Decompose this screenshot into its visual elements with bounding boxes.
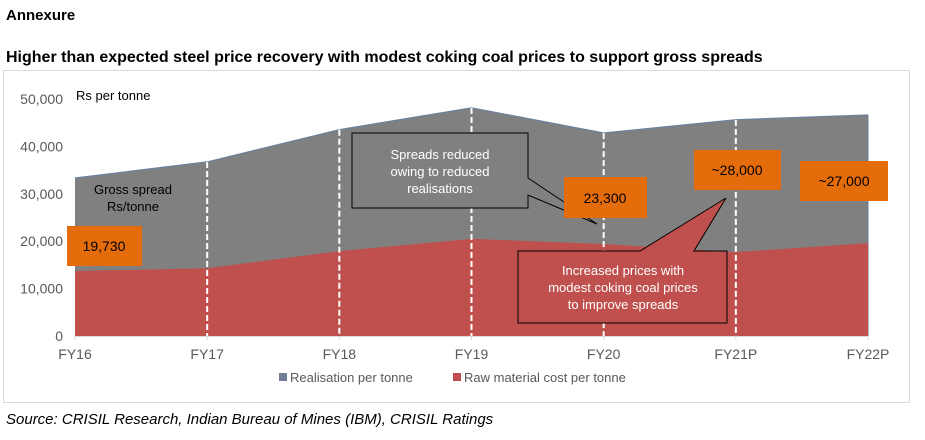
callout-spreads-reduced-line3: realisations (407, 181, 473, 196)
legend-label-raw-material: Raw material cost per tonne (464, 370, 626, 385)
x-tick-label: FY22P (847, 346, 890, 362)
y-tick-label: 10,000 (20, 281, 63, 297)
callout-spreads-reduced-shape (351, 132, 598, 225)
spread-box-fy20: 23,300 (564, 177, 647, 218)
spread-box-fy21p-label: ~28,000 (712, 162, 763, 178)
chart-frame (3, 70, 910, 403)
x-tick-label: FY21P (714, 346, 757, 362)
section-heading: Annexure (6, 7, 76, 24)
spread-box-fy22p-label: ~27,000 (819, 173, 870, 189)
x-tick-label: FY20 (587, 346, 621, 362)
callout-increased-line1: Increased prices with (562, 263, 684, 278)
y-tick-label: 0 (55, 328, 63, 344)
x-tick-label: FY19 (455, 346, 489, 362)
y-tick-label: 30,000 (20, 186, 63, 202)
spread-box-fy20-label: 23,300 (584, 190, 627, 206)
y-tick-label: 40,000 (20, 138, 63, 154)
legend-swatch-realisation (279, 373, 287, 381)
gross-spread-label-line2: Rs/tonne (107, 199, 159, 214)
callout-increased-line2: modest coking coal prices (548, 280, 698, 295)
spread-box-fy22p: ~27,000 (800, 161, 888, 201)
spread-box-fy21p: ~28,000 (694, 150, 781, 190)
legend-label-realisation: Realisation per tonne (290, 370, 413, 385)
legend-item-raw-material: Raw material cost per tonne (453, 370, 626, 385)
unit-label: Rs per tonne (76, 88, 150, 103)
legend: Realisation per tonne Raw material cost … (279, 370, 626, 385)
callout-spreads-reduced-line1: Spreads reduced (390, 147, 489, 162)
x-tick-label: FY16 (58, 346, 92, 362)
chart-title: Higher than expected steel price recover… (6, 49, 763, 66)
source-note: Source: CRISIL Research, Indian Bureau o… (6, 411, 494, 428)
callout-increased-prices-shape (517, 197, 728, 324)
legend-swatch-raw-material (453, 373, 461, 381)
y-tick-label: 50,000 (20, 91, 63, 107)
y-tick-label: 20,000 (20, 233, 63, 249)
callout-spreads-reduced: Spreads reduced owing to reduced realisa… (351, 132, 598, 225)
callout-increased-line3: to improve spreads (568, 297, 679, 312)
callout-spreads-reduced-line2: owing to reduced (390, 164, 489, 179)
spread-box-fy16-label: 19,730 (83, 238, 126, 254)
spread-box-fy16: 19,730 (67, 226, 142, 266)
x-tick-label: FY18 (323, 346, 357, 362)
gross-spread-label-line1: Gross spread (94, 182, 172, 197)
callout-increased-prices: Increased prices with modest coking coal… (517, 197, 728, 324)
legend-item-realisation: Realisation per tonne (279, 370, 413, 385)
x-tick-label: FY17 (190, 346, 224, 362)
